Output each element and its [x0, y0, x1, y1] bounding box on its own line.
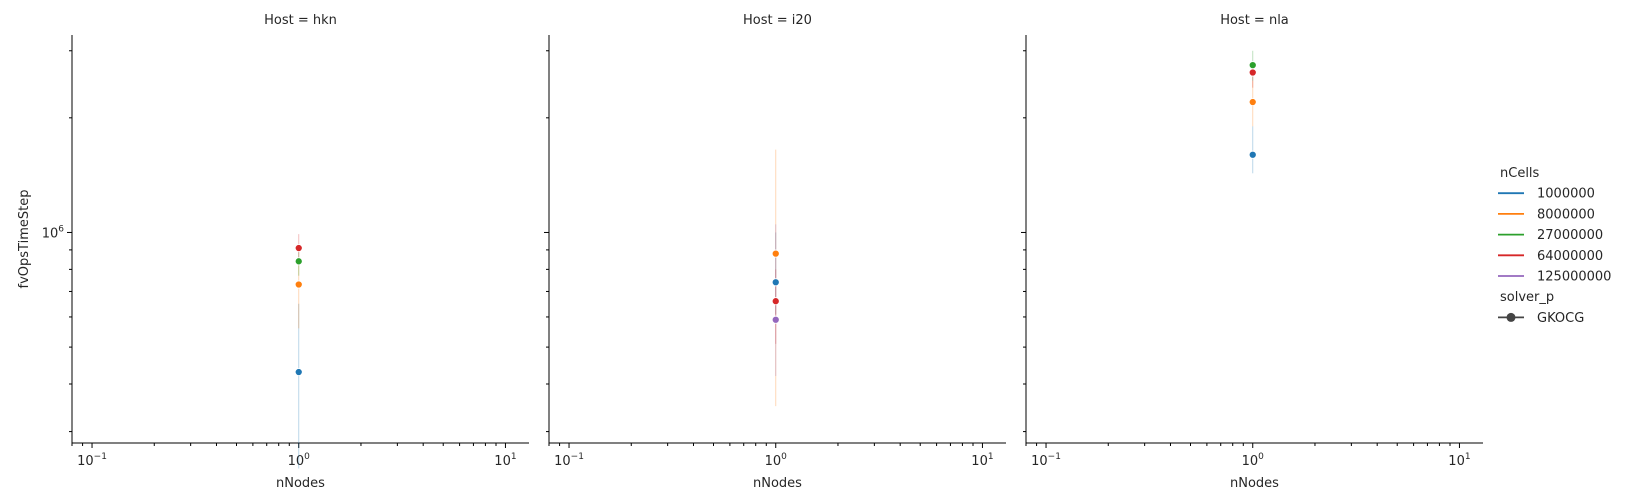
x-tick-label: 10−1 [1031, 452, 1061, 469]
y-tick-label: 106 [42, 224, 65, 241]
x-axis-label: nNodes [276, 476, 325, 491]
panel-title: Host = i20 [743, 13, 812, 28]
x-tick-label: 10−1 [77, 452, 107, 469]
x-axis-label: nNodes [1230, 476, 1279, 491]
legend-marker [1506, 312, 1516, 322]
data-point [294, 367, 303, 377]
data-point [1248, 61, 1257, 70]
x-tick-label: 101 [494, 452, 516, 469]
legend-item-label: 8000000 [1537, 207, 1595, 222]
x-tick-label: 100 [765, 452, 788, 469]
legend-item-label: 27000000 [1537, 228, 1603, 243]
x-tick-label: 101 [971, 452, 993, 469]
data-point [294, 244, 303, 253]
data-point [771, 278, 780, 287]
panel-title: Host = nla [1220, 13, 1289, 28]
data-point [771, 315, 780, 324]
legend-item-label: 1000000 [1537, 187, 1595, 202]
y-axis-label: fvOpsTimeStep [17, 190, 32, 289]
legend-item-label: 125000000 [1537, 270, 1611, 285]
legend-item-label: 64000000 [1537, 249, 1603, 264]
x-tick-label: 100 [1242, 452, 1265, 469]
data-point [1248, 68, 1257, 77]
data-point [1248, 98, 1257, 107]
data-point [771, 249, 780, 258]
data-point [294, 257, 303, 266]
panel-title: Host = hkn [264, 13, 337, 28]
x-tick-label: 10−1 [554, 452, 584, 469]
data-point [1248, 150, 1257, 159]
x-tick-label: 101 [1448, 452, 1470, 469]
data-point [771, 297, 780, 306]
legend-title: solver_p [1500, 290, 1554, 305]
legend-title: nCells [1500, 166, 1540, 181]
x-axis-label: nNodes [753, 476, 802, 491]
x-tick-label: 100 [288, 452, 311, 469]
legend-item-label: GKOCG [1537, 311, 1584, 326]
data-point [294, 280, 303, 289]
